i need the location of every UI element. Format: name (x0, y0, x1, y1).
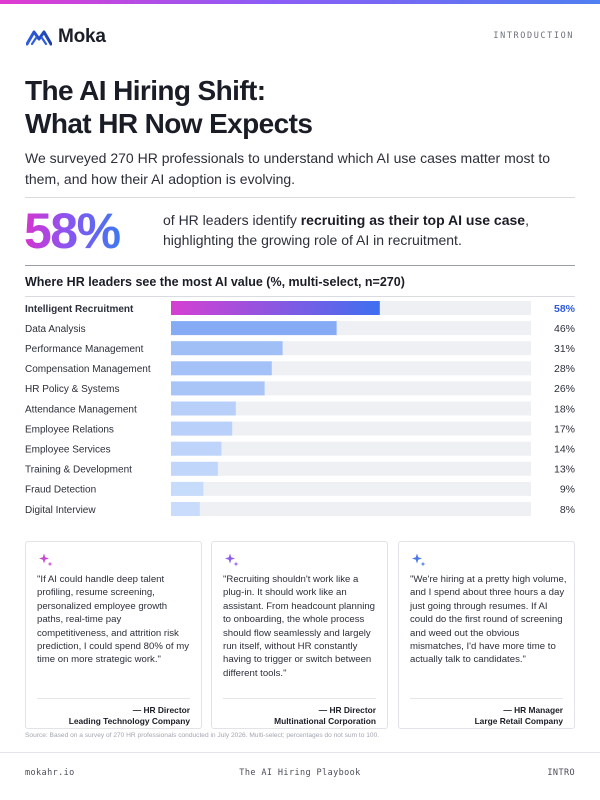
quote-divider (37, 698, 190, 699)
category-label: Employee Relations (25, 424, 114, 435)
quote-divider (410, 698, 563, 699)
moka-logo-icon (26, 30, 52, 46)
bar-track (171, 502, 531, 516)
quote-org: Multinational Corporation (274, 716, 376, 726)
category-label: Digital Interview (25, 505, 96, 516)
category-label: Data Analysis (25, 324, 86, 335)
bar-track (171, 481, 531, 496)
footer-url-link[interactable]: mokahr.io (25, 768, 75, 778)
bar-track (171, 441, 531, 456)
value-label: 58% (554, 303, 576, 315)
quote-text: "If AI could handle deep talent profilin… (37, 574, 189, 666)
bar-chart: Intelligent Recruitment 58% Data Analysis 4… (25, 301, 576, 516)
stat-text-before: of HR leaders identify (163, 212, 301, 228)
title-line-1: The AI Hiring Shift: (25, 75, 266, 106)
bar-track (171, 461, 531, 476)
quote-role: — HR Director (318, 705, 376, 715)
bar (171, 341, 283, 356)
bar (171, 301, 380, 315)
stat-text-after: , highlighting the growing role of AI in… (163, 212, 529, 248)
key-stat-value: 58% (24, 203, 121, 259)
quote-divider (223, 698, 376, 699)
quote-card: "We're hiring at a pretty high volume, a… (398, 541, 575, 729)
bar (171, 321, 337, 336)
section-label: INTRODUCTION (493, 31, 574, 41)
divider (25, 265, 575, 266)
value-label: 31% (554, 343, 575, 355)
intro-text: We surveyed 270 HR professionals to unde… (25, 150, 550, 187)
sparkle-icon (225, 553, 239, 567)
category-label: Intelligent Recruitment (25, 304, 134, 315)
bar (171, 401, 236, 416)
category-label: Fraud Detection (25, 485, 96, 496)
divider (25, 197, 575, 198)
bar (171, 461, 218, 476)
value-label: 17% (554, 423, 575, 435)
category-label: Compensation Management (25, 364, 151, 375)
bar (171, 361, 272, 376)
value-label: 18% (554, 403, 575, 415)
value-label: 28% (554, 363, 575, 375)
category-label: Attendance Management (25, 404, 137, 415)
brand-name: Moka (58, 26, 106, 47)
bar (171, 441, 222, 456)
category-label: Employee Services (25, 445, 111, 456)
category-label: Performance Management (25, 344, 144, 355)
value-label: 13% (554, 464, 575, 476)
footer-section: INTRO (547, 768, 575, 778)
value-label: 46% (554, 323, 575, 335)
bar (171, 381, 265, 396)
bar (171, 421, 233, 436)
chart-title-divider (25, 296, 575, 297)
value-label: 26% (554, 383, 575, 395)
bar-track (171, 401, 531, 416)
quote-role: — HR Director (132, 705, 190, 715)
footer-doc-title: The AI Hiring Playbook (239, 768, 361, 778)
top-accent-bar (0, 0, 600, 4)
stat-text-bold: recruiting as their top AI use case (300, 212, 526, 228)
sparkle-icon (39, 553, 53, 567)
sparkle-icon (412, 553, 426, 567)
quote-org: Large Retail Company (474, 716, 563, 726)
source-note: Source: Based on a survey of 270 HR prof… (25, 732, 380, 739)
quote-card: "Recruiting shouldn't work like a plug-i… (211, 541, 388, 729)
key-stat-text: of HR leaders identify recruiting as the… (163, 210, 573, 250)
category-label: Training & Development (25, 465, 132, 476)
value-label: 9% (560, 484, 575, 496)
bar (171, 481, 204, 496)
quote-text: "Recruiting shouldn't work like a plug-i… (223, 574, 375, 679)
quote-role: — HR Manager (503, 705, 563, 715)
value-label: 14% (554, 444, 575, 456)
quote-card: "If AI could handle deep talent profilin… (25, 541, 202, 729)
quote-text: "We're hiring at a pretty high volume, a… (410, 574, 567, 666)
category-label: HR Policy & Systems (25, 384, 119, 395)
bar-track (171, 421, 531, 436)
quote-org: Leading Technology Company (68, 716, 190, 726)
bar (171, 502, 200, 516)
footer-divider (0, 752, 600, 753)
value-label: 8% (560, 504, 575, 516)
title-line-2: What HR Now Expects (25, 108, 313, 139)
chart-title: Where HR leaders see the most AI value (… (25, 275, 405, 289)
brand-logo[interactable]: Moka (26, 26, 106, 48)
page-title: The AI Hiring Shift: What HR Now Expects (25, 74, 313, 140)
